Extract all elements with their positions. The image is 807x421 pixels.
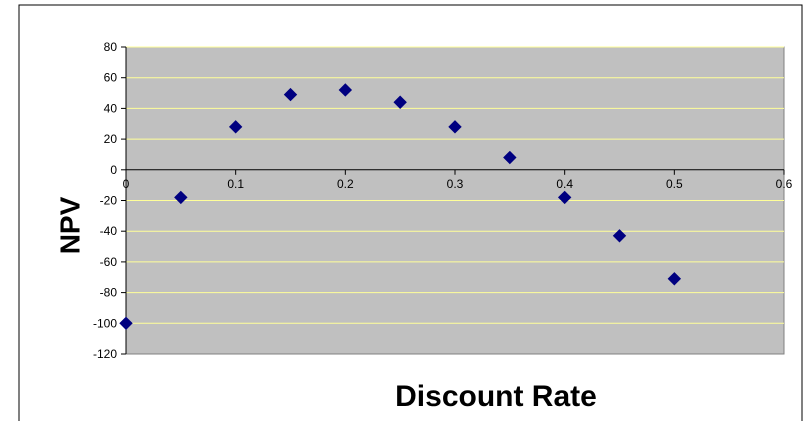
data-point (612, 229, 627, 243)
data-points (119, 83, 682, 331)
data-point (393, 95, 407, 109)
y-tick-label: 80 (104, 40, 118, 54)
x-tick-label: 0.5 (666, 177, 683, 191)
y-tick-label: 60 (104, 71, 118, 85)
x-axis-title: Discount Rate (395, 380, 597, 413)
chart-border (18, 4, 803, 421)
data-point (119, 316, 133, 331)
y-tick-label: -120 (93, 347, 117, 361)
x-tick-label: 0.4 (556, 177, 573, 191)
tick-labels: -120 -100 -80 -60 -40 -20 0 20 40 60 80 0 0.1 0.2 0.3 0… (93, 40, 793, 361)
data-point (174, 190, 188, 205)
y-tick-label: -20 (100, 194, 118, 208)
x-tick-label: 0.2 (337, 177, 354, 191)
y-axis-title: NPV (54, 196, 85, 254)
data-point (338, 83, 353, 97)
x-tick-label: 0.3 (447, 177, 464, 191)
data-point (557, 190, 572, 205)
data-point (503, 150, 517, 165)
y-tick-label: -40 (100, 224, 118, 238)
data-point (667, 272, 682, 286)
y-tick-label: 20 (104, 132, 118, 146)
data-point (228, 120, 243, 134)
y-tick-label: -80 (100, 286, 118, 300)
y-tick-label: -100 (93, 316, 117, 330)
x-tick-label: 0 (123, 177, 130, 191)
x-tick-label: 0.6 (776, 177, 793, 191)
gridlines (126, 46, 784, 324)
y-tick-label: 40 (104, 101, 118, 115)
x-tick-label: 0.1 (227, 177, 244, 191)
y-tick-label: -60 (100, 255, 118, 269)
data-point (448, 120, 462, 134)
data-point (283, 87, 298, 102)
y-tick-label: 0 (110, 163, 117, 177)
